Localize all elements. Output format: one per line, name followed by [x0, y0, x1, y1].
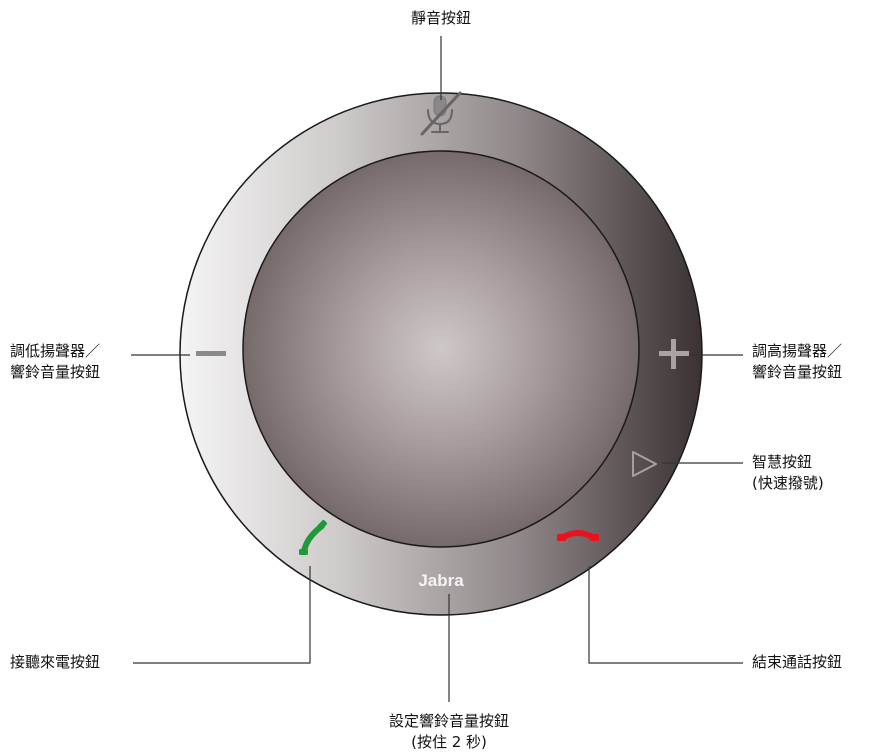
label-ringer-setting-button: 設定響鈴音量按鈕 (按住 2 秒) — [388, 712, 509, 751]
speaker-dome — [242, 150, 640, 548]
leader-answer — [133, 566, 311, 664]
label-mute-button: 靜音按鈕 — [410, 9, 471, 27]
plus-icon[interactable] — [659, 339, 689, 369]
leader-end-call — [588, 566, 743, 664]
label-volume-down-button: 調低揚聲器／ 響鈴音量按鈕 — [10, 342, 101, 381]
label-smart-button: 智慧按鈕 (快速撥號) — [752, 453, 824, 492]
phone-answer-icon[interactable] — [299, 519, 328, 555]
brand-logo: Jabra — [418, 571, 464, 590]
label-end-call-button: 結束通話按鈕 — [752, 653, 843, 671]
label-answer-button: 接聽來電按鈕 — [10, 653, 101, 671]
phone-hangup-icon[interactable] — [557, 530, 599, 541]
minus-icon[interactable] — [196, 351, 226, 356]
microphone-muted-icon[interactable] — [420, 91, 462, 136]
label-volume-up-button: 調高揚聲器／ 響鈴音量按鈕 — [752, 342, 843, 381]
play-triangle-icon[interactable] — [632, 451, 657, 477]
leader-lines — [131, 36, 743, 702]
